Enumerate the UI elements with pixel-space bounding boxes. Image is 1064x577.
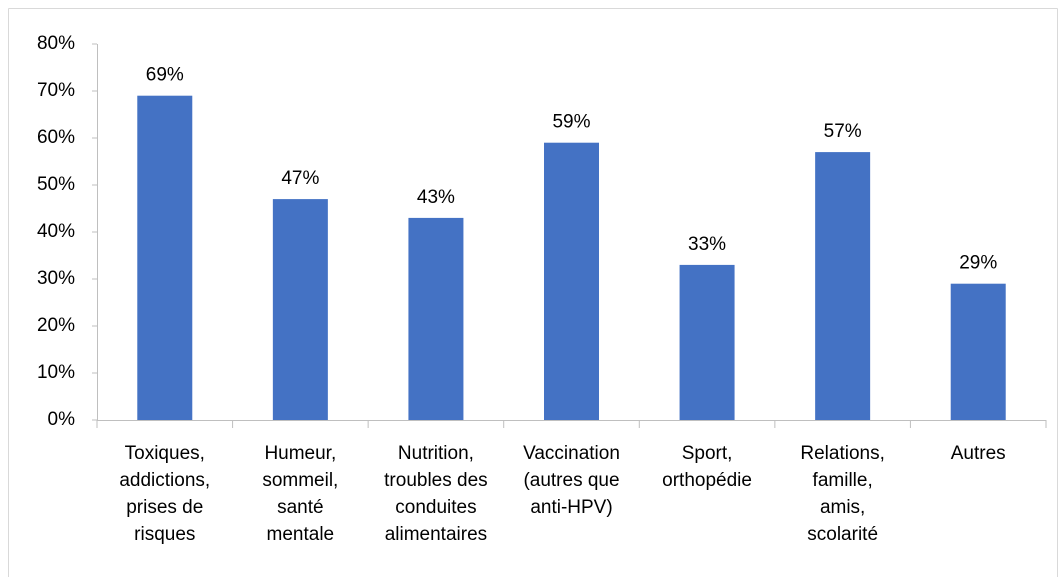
data-label: 29% — [959, 253, 997, 274]
x-tick-label: Relations, famille, amis, scolarité — [800, 443, 885, 545]
data-label: 47% — [281, 168, 319, 189]
bar — [272, 199, 328, 420]
bar — [679, 264, 735, 420]
y-tick-label: 60% — [37, 127, 75, 148]
bar — [137, 95, 193, 420]
x-tick-label: Nutrition, troubles des conduites alimen… — [384, 443, 488, 545]
x-tick-label: Vaccination (autres que anti-HPV) — [523, 443, 620, 518]
y-tick-label: 20% — [37, 315, 75, 336]
data-label: 57% — [824, 121, 862, 142]
bar — [544, 142, 599, 420]
data-label: 69% — [146, 65, 184, 86]
y-tick-label: 0% — [48, 409, 76, 430]
y-tick-label: 50% — [37, 174, 75, 195]
y-tick-label: 30% — [37, 268, 75, 289]
bar — [950, 283, 1006, 420]
x-tick-label: Sport, orthopédie — [662, 443, 752, 491]
y-tick-label: 40% — [37, 221, 75, 242]
bar — [408, 217, 464, 420]
y-tick-label: 70% — [37, 80, 75, 101]
x-tick-label: Autres — [950, 443, 1006, 464]
data-label: 33% — [688, 234, 726, 255]
bar — [815, 152, 871, 420]
x-tick-label: Toxiques, addictions, prises de risques — [119, 443, 211, 545]
y-tick-label: 80% — [37, 33, 75, 54]
data-label: 59% — [552, 112, 590, 133]
x-tick-label: Humeur, sommeil, santé mentale — [262, 443, 339, 545]
data-label: 43% — [417, 187, 455, 208]
y-tick-label: 10% — [37, 362, 75, 383]
